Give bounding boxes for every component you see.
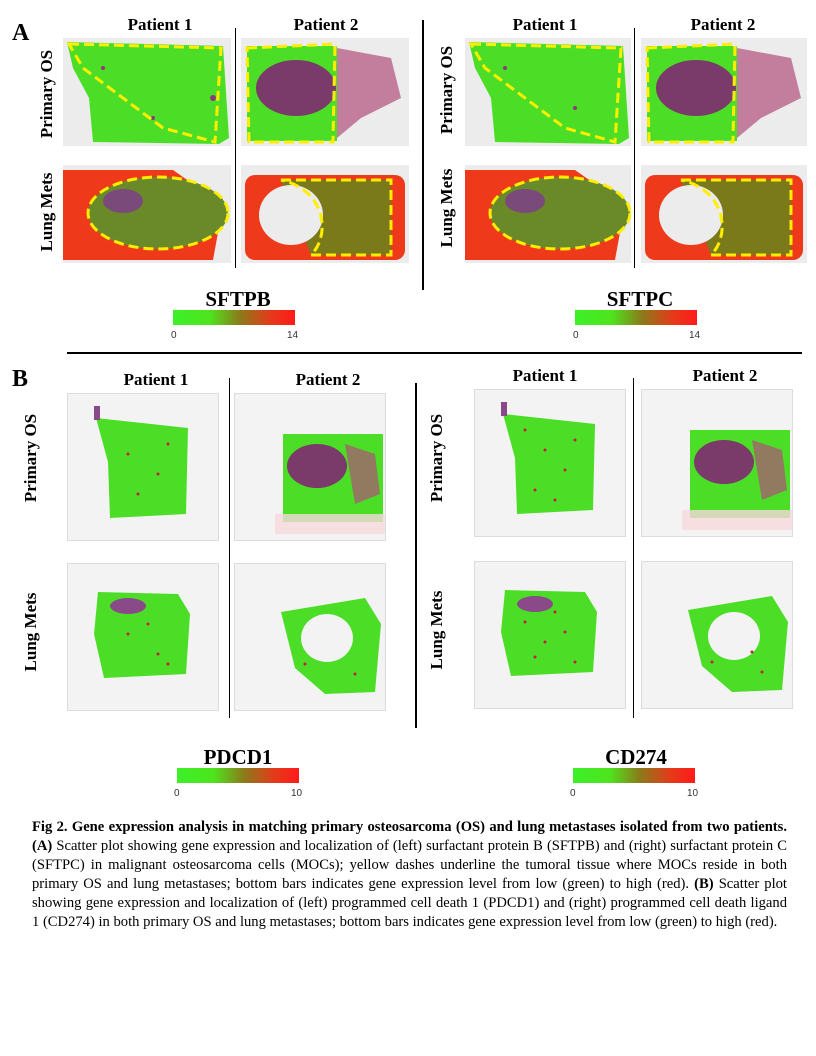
b-left-scale-min: 0 <box>174 788 180 799</box>
a-right-scale-min: 0 <box>573 330 579 341</box>
a-left-scale-max: 14 <box>287 330 299 341</box>
a-left-col-patient1: Patient 1 <box>127 15 193 34</box>
a-right-gene-label: SFTPC <box>606 287 674 311</box>
b-left-gene-label: PDCD1 <box>203 745 273 769</box>
caption-fig-label: Fig 2. Gene expression analysis in match… <box>32 819 787 835</box>
b-left-col-patient2: Patient 2 <box>295 370 361 389</box>
a-right-col-patient1: Patient 1 <box>512 15 578 34</box>
b-pdcd1-p1-primary <box>67 393 219 541</box>
b-pdcd1-p2-lungmets <box>234 563 386 711</box>
b-left-scale-max: 10 <box>291 788 303 799</box>
a-sftpc-p2-primary <box>641 38 807 146</box>
a-center-divider <box>422 20 424 290</box>
a-sftpb-p1-primary <box>63 38 231 146</box>
a-left-col-patient2: Patient 2 <box>293 15 359 34</box>
b-right-row-lungmets: Lung Mets <box>427 590 446 670</box>
b-right-scale-min: 0 <box>570 788 576 799</box>
caption-a-text: Scatter plot showing gene expression and… <box>32 838 787 892</box>
b-left-divider <box>229 378 230 718</box>
a-right-divider <box>634 28 635 268</box>
a-left-gene-label: SFTPB <box>205 287 271 311</box>
a-sftpc-p2-lungmets <box>641 165 807 263</box>
a-right-row-primary: Primary OS <box>437 45 456 135</box>
b-cd274-p1-lungmets <box>474 561 626 709</box>
b-center-divider <box>415 383 417 728</box>
a-sftpb-p2-primary <box>241 38 409 146</box>
b-right-row-primary: Primary OS <box>427 413 446 503</box>
b-right-divider <box>633 378 634 718</box>
b-left-row-primary: Primary OS <box>21 413 40 503</box>
figure-caption: Fig 2. Gene expression analysis in match… <box>32 818 787 932</box>
a-right-scale-max: 14 <box>689 330 701 341</box>
b-right-scale-max: 10 <box>687 788 699 799</box>
caption-a-label: (A) <box>32 838 53 854</box>
b-right-gene-label: CD274 <box>605 745 667 769</box>
b-pdcd1-p2-primary <box>234 393 386 541</box>
b-cd274-p2-lungmets <box>641 561 793 709</box>
b-left-row-lungmets: Lung Mets <box>21 592 40 672</box>
a-sftpc-p1-primary <box>465 38 631 146</box>
a-left-colorbar <box>173 310 295 325</box>
b-right-colorbar <box>573 768 695 783</box>
a-right-colorbar <box>575 310 697 325</box>
b-right-col-patient1: Patient 1 <box>512 366 578 385</box>
b-left-colorbar <box>177 768 299 783</box>
a-left-scale-min: 0 <box>171 330 177 341</box>
caption-b-label: (B) <box>694 876 714 892</box>
a-left-row-primary: Primary OS <box>37 49 56 139</box>
panel-separator <box>67 352 802 354</box>
b-cd274-p1-primary <box>474 389 626 537</box>
a-sftpb-p1-lungmets <box>63 165 231 263</box>
a-sftpb-p2-lungmets <box>241 165 409 263</box>
b-pdcd1-p1-lungmets <box>67 563 219 711</box>
b-left-col-patient1: Patient 1 <box>123 370 189 389</box>
a-left-divider <box>235 28 236 268</box>
a-right-row-lungmets: Lung Mets <box>437 168 456 248</box>
a-sftpc-p1-lungmets <box>465 165 631 263</box>
b-right-col-patient2: Patient 2 <box>692 366 758 385</box>
panel-a-letter: A <box>12 20 30 46</box>
a-left-row-lungmets: Lung Mets <box>37 172 56 252</box>
panel-b-letter: B <box>12 366 29 392</box>
b-cd274-p2-primary <box>641 389 793 537</box>
caption-b-text: Scatter plot showing gene expression and… <box>32 876 787 930</box>
a-right-col-patient2: Patient 2 <box>690 15 756 34</box>
